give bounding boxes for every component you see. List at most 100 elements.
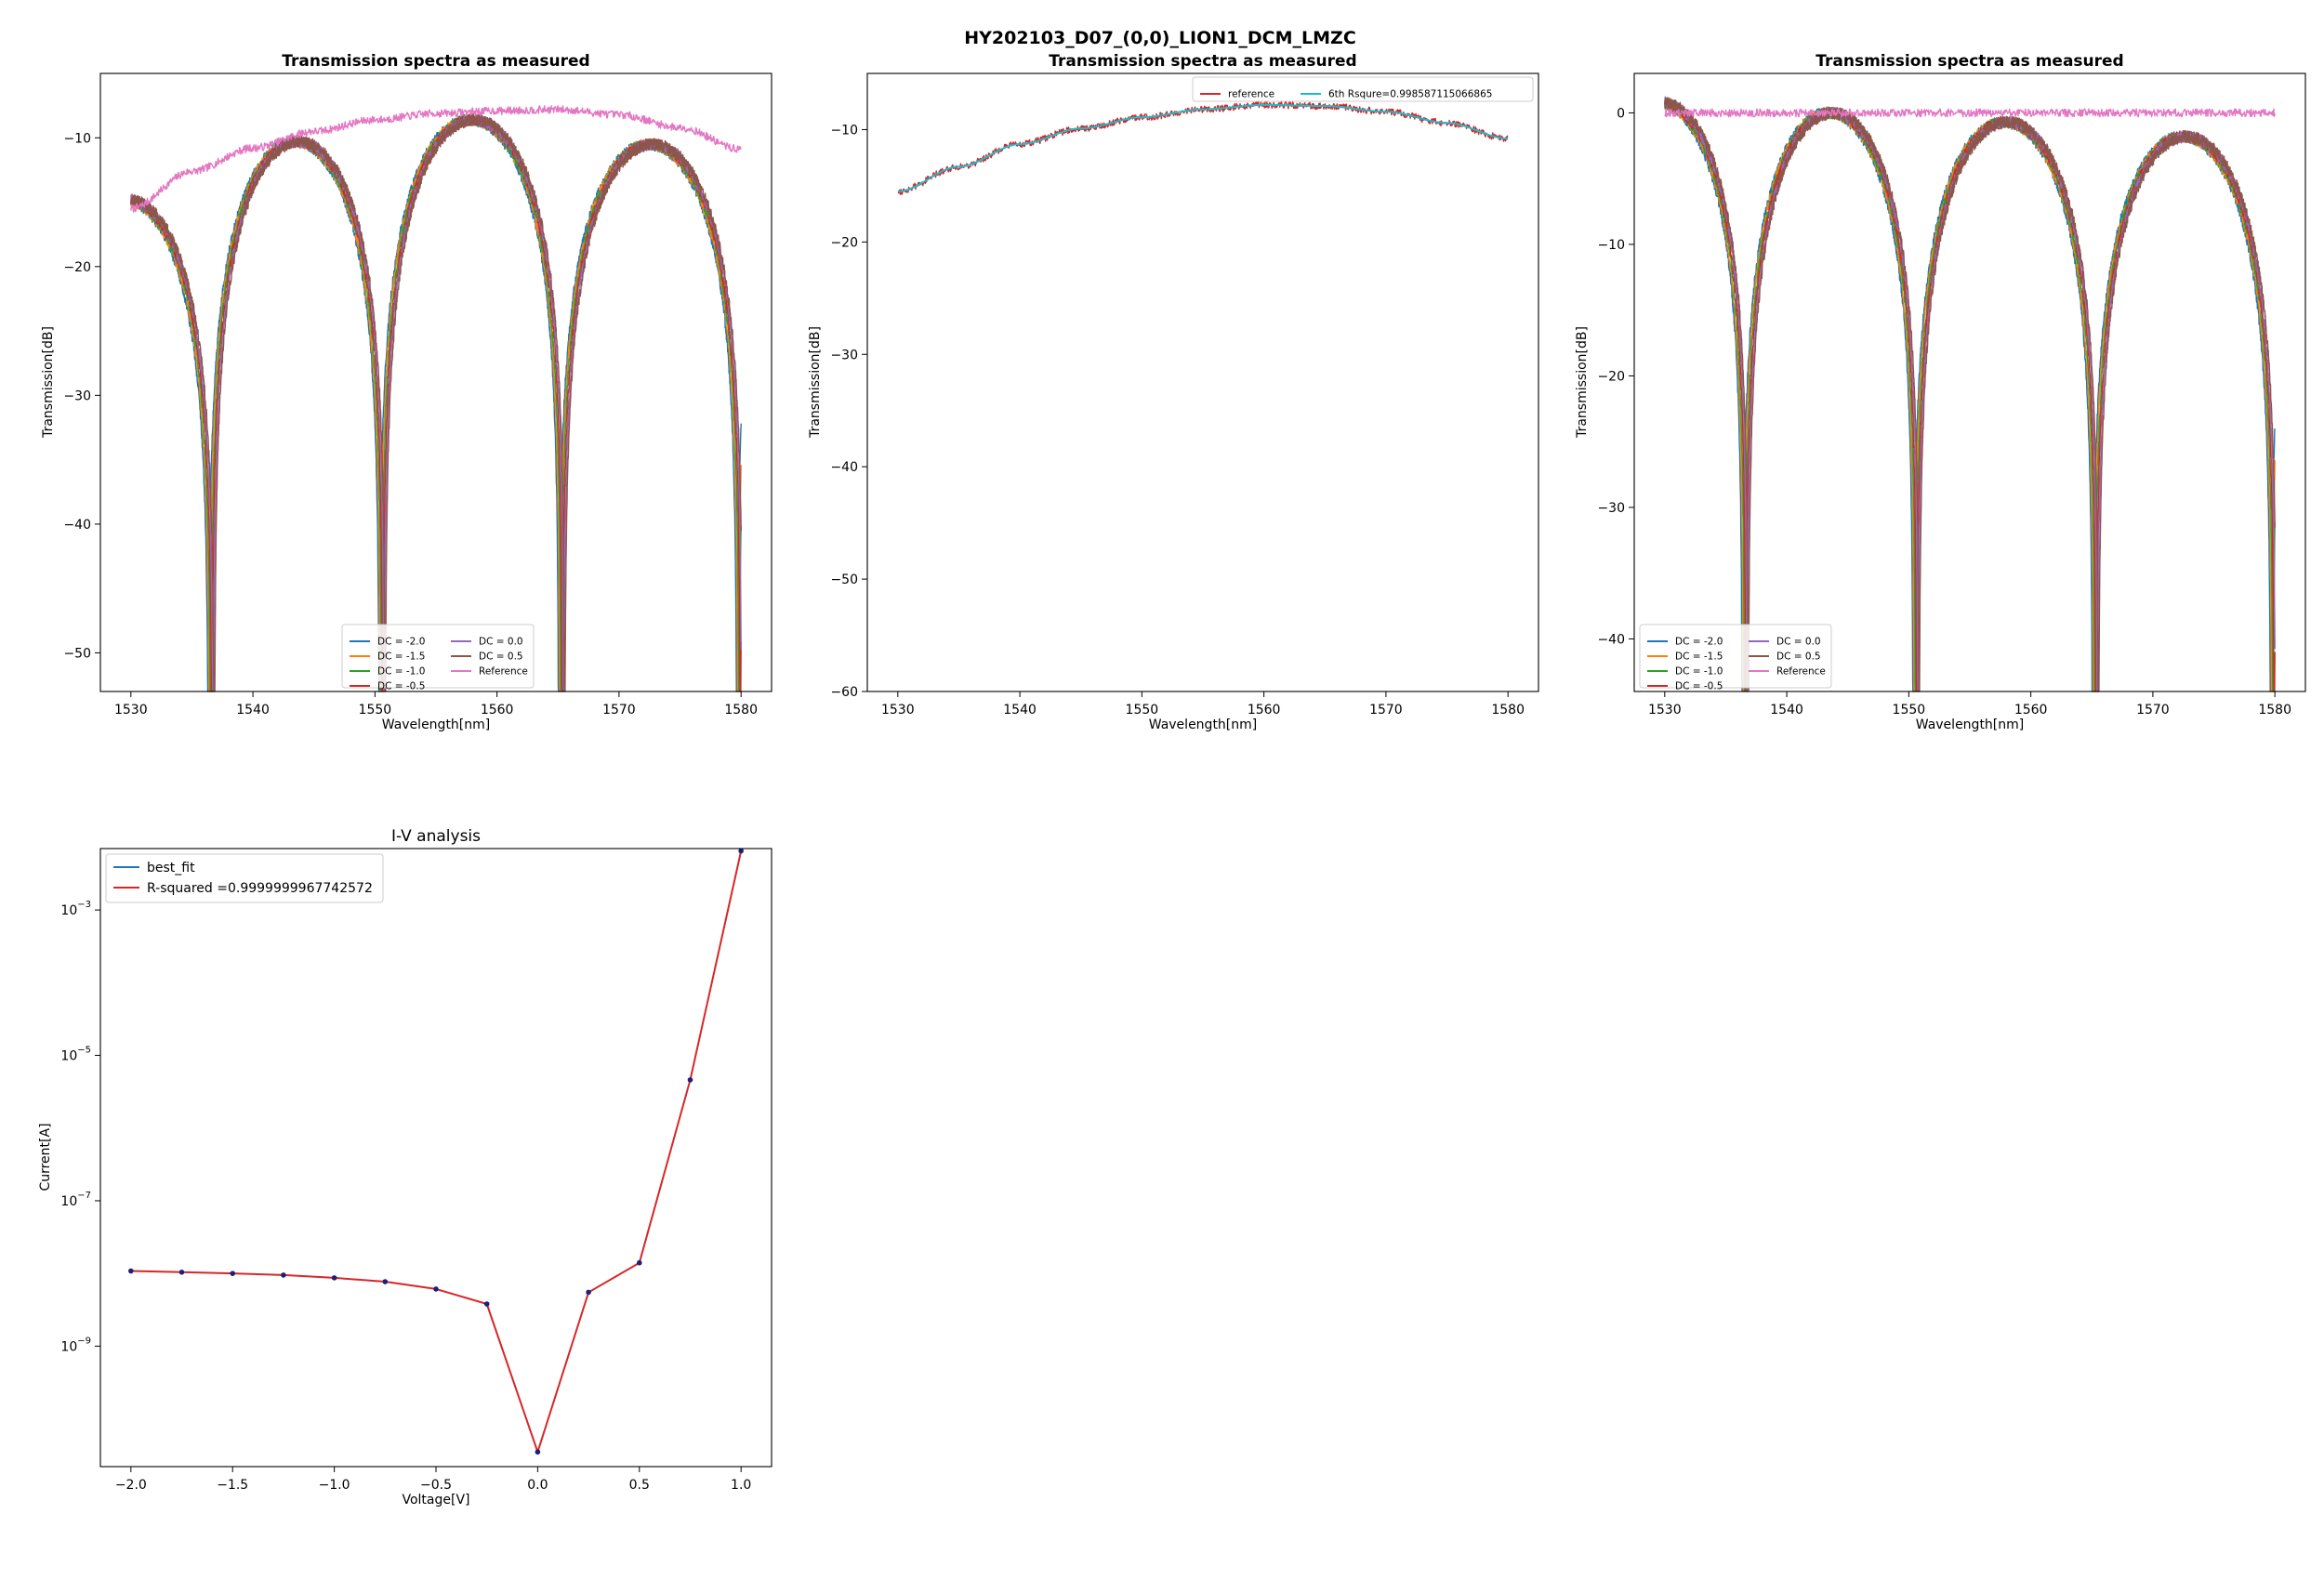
reference-spectrum-ylabel: Transmission[dB]	[808, 326, 823, 439]
reference-measured-line	[897, 100, 1509, 195]
iv-analysis-xtick-label: −0.5	[420, 1478, 452, 1493]
iv-analysis-xtick-label: −1.5	[217, 1478, 248, 1493]
flattened-spectra-ylabel: Transmission[dB]	[1575, 326, 1590, 439]
measured-spectra-axes-frame	[99, 72, 772, 692]
iv-analysis-xtick-label: −2.0	[115, 1478, 147, 1493]
reference-spectrum-title: Transmission spectra as measured	[1049, 52, 1356, 71]
measured-spectra-ytick-label: −50	[63, 646, 91, 661]
legend-entry-label: DC = -0.5	[1675, 681, 1723, 692]
iv-data-point	[128, 1268, 134, 1274]
measured-spectra-xtick-label: 1580	[724, 703, 758, 718]
iv-analysis-ytick-label: 10−3	[60, 900, 91, 918]
legend-entry-label: DC = -1.5	[377, 652, 425, 663]
iv-analysis-axes-frame	[99, 848, 772, 1468]
reference-spectrum-ytick-label: −60	[830, 685, 858, 700]
dc-series-line	[1664, 97, 2276, 692]
iv-data-point	[636, 1259, 642, 1266]
reference-spectrum-legend-box	[1192, 76, 1534, 102]
measured-spectra-panel: Transmission spectra as measured Wavelen…	[41, 52, 772, 732]
measured-spectra-xtick-label: 1550	[359, 703, 392, 718]
flattened-spectra-xtick-label: 1570	[2136, 703, 2170, 718]
legend-entry-label: best_fit	[147, 861, 195, 876]
iv-analysis-panel: I-V analysis Voltage[V] Current[A] −2.0 −…	[38, 827, 772, 1508]
flattened-spectra-panel: Transmission spectra as measured Wavelen…	[1575, 52, 2306, 732]
flattened-spectra-xtick-label: 1550	[1893, 703, 1926, 718]
legend-entry-label: Reference	[1776, 666, 1826, 678]
reference-spectrum-ytick-label: −50	[830, 573, 858, 587]
reference-spectrum-ytick-label: −30	[830, 348, 858, 362]
iv-data-point	[586, 1289, 591, 1296]
iv-data-point	[483, 1301, 490, 1307]
dc-series-line	[130, 113, 742, 692]
reference-spectrum-legend: reference 6th Rsqure=0.998587115066865	[1192, 76, 1534, 102]
reference-spectrum-xtick-label: 1550	[1126, 703, 1159, 718]
measured-spectra-title: Transmission spectra as measured	[282, 52, 589, 71]
iv-data-point	[433, 1286, 439, 1292]
iv-analysis-xtick-label: −1.0	[319, 1478, 350, 1493]
reference-spectrum-ytick-label: −20	[830, 235, 858, 250]
legend-entry-label: DC = -1.5	[1675, 652, 1723, 663]
figure-suptitle: HY202103_D07_(0,0)_LION1_DCM_LMZC	[964, 28, 1356, 48]
flattened-spectra-ytick-label: 0	[1617, 106, 1625, 121]
iv-data-point	[382, 1279, 389, 1284]
iv-data-point	[281, 1272, 286, 1278]
legend-entry-label: DC = 0.0	[479, 637, 523, 648]
flattened-spectra-ytick-label: −10	[1597, 238, 1625, 253]
dc-series-line	[130, 113, 742, 692]
reference-spectrum-ytick-label: −40	[830, 460, 858, 475]
dc-series-line	[130, 113, 742, 692]
legend-entry-label: DC = -1.0	[377, 666, 425, 678]
dc-series-line	[1664, 96, 2276, 692]
flattened-spectra-xtick-label: 1560	[2014, 703, 2048, 718]
reference-spectrum-axes-frame	[866, 72, 1539, 692]
measured-spectra-xtick-label: 1540	[236, 703, 270, 718]
iv-data-point	[230, 1271, 236, 1276]
iv-data-point	[535, 1449, 541, 1455]
reference-spectrum-xtick-label: 1570	[1369, 703, 1403, 718]
reference-spectrum-ytick-label: −10	[830, 123, 858, 138]
flattened-spectra-axes-frame	[1633, 72, 2306, 692]
legend-entry-label: reference	[1228, 89, 1274, 100]
reference-spectrum-xtick-label: 1560	[1248, 703, 1281, 718]
reference-spectrum-xtick-label: 1530	[881, 703, 915, 718]
flattened-spectra-xtick-label: 1580	[2258, 703, 2291, 718]
reference-spectrum-panel: Transmission spectra as measured Wavelen…	[808, 52, 1539, 732]
iv-analysis-xlabel: Voltage[V]	[402, 1493, 469, 1508]
measured-spectra-xlabel: Wavelength[nm]	[382, 718, 490, 732]
dc-series-line	[130, 113, 742, 692]
iv-analysis-legend-box	[105, 853, 384, 903]
measured-spectra-ytick-label: −20	[63, 260, 91, 275]
iv-analysis-ytick-label: 10−9	[60, 1336, 91, 1354]
iv-analysis-legend: best_fit R-squared =0.9999999967742572	[105, 853, 384, 903]
iv-analysis-title: I-V analysis	[391, 827, 481, 846]
iv-analysis-ytick-label: 10−5	[60, 1046, 91, 1064]
measured-spectra-ylabel: Transmission[dB]	[41, 326, 56, 439]
legend-entry-label: DC = -2.0	[1675, 637, 1723, 648]
reference-series-line	[130, 105, 742, 213]
dc-series-line	[1664, 97, 2276, 692]
measured-spectra-ytick-label: −40	[63, 518, 91, 533]
legend-entry-label: DC = 0.0	[1776, 637, 1821, 648]
iv-data-point	[331, 1275, 337, 1281]
dc-series-line	[130, 113, 742, 692]
dc-series-line	[1664, 98, 2276, 692]
iv-data-point	[687, 1077, 693, 1083]
flattened-spectra-legend-box	[1639, 624, 1832, 689]
iv-analysis-xtick-label: 0.5	[629, 1478, 650, 1493]
legend-entry-label: DC = -2.0	[377, 637, 425, 648]
iv-analysis-xtick-label: 1.0	[731, 1478, 751, 1493]
legend-entry-label: R-squared =0.9999999967742572	[147, 881, 373, 896]
iv-analysis-ytick-label: 10−7	[60, 1191, 91, 1209]
dc-series-line	[1664, 98, 2276, 692]
measured-spectra-legend: DC = -2.0 DC = -1.5 DC = -1.0 DC = -0.5 DC =…	[341, 624, 535, 692]
legend-entry-label: DC = 0.5	[1776, 652, 1821, 663]
legend-entry-label: 6th Rsqure=0.998587115066865	[1328, 89, 1492, 100]
reference-spectrum-xtick-label: 1540	[1003, 703, 1037, 718]
flattened-spectra-xtick-label: 1530	[1648, 703, 1682, 718]
flattened-spectra-title: Transmission spectra as measured	[1816, 52, 2123, 71]
iv-data-point	[178, 1270, 185, 1275]
reference-spectrum-xlabel: Wavelength[nm]	[1149, 718, 1257, 732]
legend-entry-label: DC = -1.0	[1675, 666, 1723, 678]
measured-spectra-xtick-label: 1570	[602, 703, 636, 718]
